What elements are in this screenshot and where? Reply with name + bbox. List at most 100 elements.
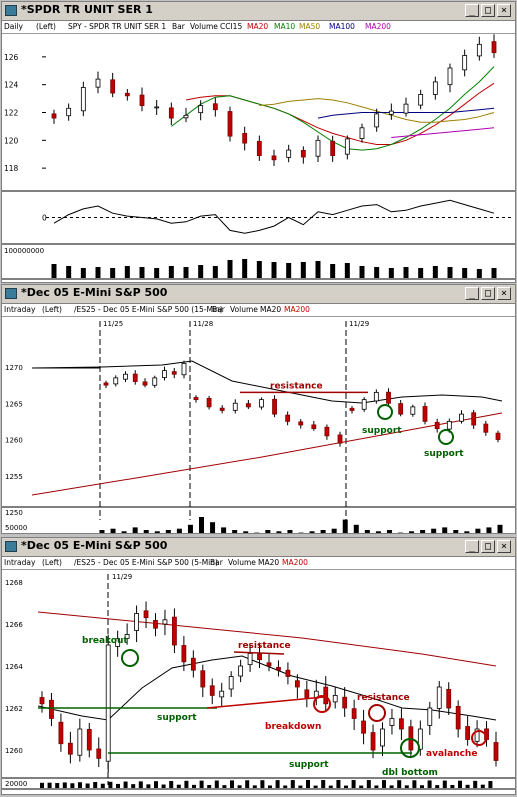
volume-bar bbox=[403, 267, 409, 278]
es-15min-chart[interactable]: 11/25 11/28 11/29 1270 1265 1260 1255 1250 resis… bbox=[2, 317, 515, 534]
spy-daily-chart[interactable]: 126 124 122 120 118 0 100000000 2931S 6 8 12 14 16 20… bbox=[2, 34, 515, 283]
volume-bar bbox=[497, 524, 503, 533]
close-button[interactable]: × bbox=[497, 4, 511, 17]
es5-candle bbox=[474, 728, 480, 742]
es15-candle bbox=[311, 424, 317, 430]
y-tick-label: 1255 bbox=[5, 473, 23, 481]
spy-candle bbox=[330, 140, 336, 157]
spy-candle bbox=[80, 87, 86, 112]
window-es-15min: *Dec 05 E-Mini S&P 500 _ □ × Intraday (Le… bbox=[1, 284, 516, 534]
es5-candle bbox=[455, 705, 461, 730]
volume-bar bbox=[432, 266, 438, 278]
y-tick-label: 122 bbox=[4, 109, 19, 118]
chart-window-icon bbox=[5, 541, 17, 552]
es5-candle bbox=[228, 676, 234, 690]
volume-bar bbox=[412, 780, 417, 788]
es15-candle bbox=[232, 402, 238, 411]
volume-bar bbox=[374, 785, 379, 788]
cci-line bbox=[53, 199, 495, 234]
es5-candle bbox=[276, 667, 281, 671]
x-tick-label: 13:30 bbox=[352, 794, 372, 795]
volume-bar bbox=[375, 531, 381, 533]
minimize-button[interactable]: _ bbox=[465, 540, 479, 553]
header-item: MA200 bbox=[282, 558, 308, 567]
ma20-line bbox=[31, 360, 503, 404]
es15-candle bbox=[349, 407, 355, 411]
resistance-line bbox=[233, 651, 285, 655]
es15-candle bbox=[410, 406, 416, 415]
volume-bar bbox=[330, 264, 336, 278]
volume-bar bbox=[243, 531, 249, 533]
x-tick-label: 26 bbox=[182, 281, 191, 283]
header-item: Daily bbox=[4, 22, 23, 31]
date-label: 11/28 bbox=[193, 320, 213, 328]
spy-candle bbox=[432, 81, 438, 95]
volume-bar bbox=[458, 780, 462, 788]
restore-button[interactable]: □ bbox=[481, 540, 495, 553]
spy-candle bbox=[95, 78, 101, 88]
title-bar[interactable]: *Dec 05 E-Mini S&P 500 _ □ × bbox=[2, 538, 515, 557]
es15-candle bbox=[171, 371, 177, 375]
header-item: MA50 bbox=[299, 22, 321, 31]
volume-bar bbox=[276, 531, 282, 533]
close-button[interactable]: × bbox=[497, 287, 511, 300]
header-item: MA20 bbox=[247, 22, 269, 31]
volume-bar bbox=[427, 780, 432, 788]
volume-bar bbox=[154, 268, 160, 278]
title-bar[interactable]: *Dec 05 E-Mini S&P 500 _ □ × bbox=[2, 285, 515, 304]
date-label: 11/29 bbox=[112, 573, 132, 581]
volume-bar bbox=[116, 783, 120, 788]
minimize-button[interactable]: _ bbox=[465, 4, 479, 17]
dbl-bottom-circle bbox=[400, 738, 420, 758]
x-tick-label: 13:00 bbox=[321, 794, 341, 795]
volume-bar bbox=[100, 783, 105, 788]
es15-candle bbox=[398, 403, 404, 415]
volume-bar bbox=[382, 780, 386, 788]
es15-candle bbox=[459, 413, 464, 422]
volume-bar bbox=[237, 785, 242, 788]
y-tick-label: 1250 bbox=[5, 509, 23, 517]
minimize-button[interactable]: _ bbox=[465, 287, 479, 300]
volume-bar bbox=[254, 532, 260, 533]
es5-candle bbox=[436, 686, 442, 709]
es15-candle bbox=[162, 370, 167, 378]
es5-candle bbox=[153, 619, 158, 629]
x-tick-label: 6 bbox=[81, 281, 86, 283]
title-bar[interactable]: *SPDR TR UNIT SER 1 _ □ × bbox=[2, 2, 515, 21]
restore-button[interactable]: □ bbox=[481, 287, 495, 300]
header-item: MA200 bbox=[284, 305, 310, 314]
volume-bar bbox=[199, 517, 204, 533]
volume-bar bbox=[51, 264, 57, 278]
volume-bar bbox=[131, 784, 136, 788]
restore-button[interactable]: □ bbox=[481, 4, 495, 17]
x-tick-label: 17 bbox=[446, 281, 455, 283]
volume-bar bbox=[342, 519, 348, 533]
volume-bar bbox=[199, 780, 204, 788]
window-title: *Dec 05 E-Mini S&P 500 bbox=[21, 539, 168, 552]
volume-bar bbox=[286, 263, 292, 278]
x-tick-label: 11 bbox=[416, 281, 425, 283]
volume-bar bbox=[212, 266, 218, 278]
y-tick-label: 1266 bbox=[5, 621, 23, 629]
volume-bar bbox=[80, 268, 86, 278]
x-tick-label: 9:30 bbox=[105, 794, 121, 795]
es-5min-chart[interactable]: 11/29 1268 1266 1264 1262 1260 breakout resista… bbox=[2, 570, 515, 795]
volume-bar bbox=[374, 267, 380, 278]
annotation-resistance: resistance bbox=[357, 693, 410, 703]
support-circle bbox=[438, 429, 454, 445]
y-tick-label: 1268 bbox=[5, 579, 23, 587]
volume-bar bbox=[420, 785, 424, 788]
annotation-avalanche: avalanche bbox=[426, 749, 477, 759]
close-button[interactable]: × bbox=[497, 540, 511, 553]
breakout-circle bbox=[121, 649, 139, 667]
x-tick-label: 7 bbox=[242, 281, 246, 283]
volume-bar bbox=[298, 785, 303, 788]
header-item: MA20 bbox=[260, 305, 282, 314]
es15-candle bbox=[298, 421, 304, 426]
volume-bar bbox=[328, 785, 333, 788]
volume-bar bbox=[110, 528, 116, 533]
volume-bar bbox=[93, 781, 98, 788]
volume-bar bbox=[275, 780, 280, 788]
x-tick-label: 12 bbox=[108, 281, 117, 283]
volume-bar bbox=[351, 780, 356, 788]
